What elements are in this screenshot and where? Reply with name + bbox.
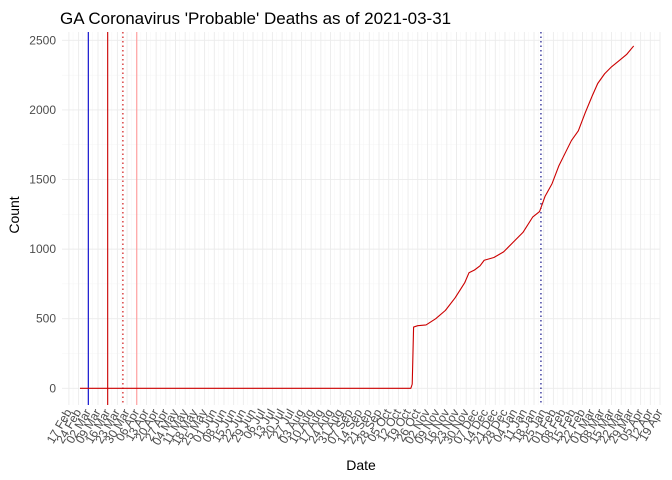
y-tick-label: 2000	[29, 103, 56, 117]
y-tick-label: 2500	[29, 33, 56, 47]
y-tick-label: 1000	[29, 242, 56, 256]
y-axis-ticks: 0 500 1000 1500 2000 2500	[29, 33, 56, 395]
series-layer	[80, 45, 635, 389]
y-tick-label: 1500	[29, 173, 56, 187]
x-axis-label: Date	[346, 457, 376, 473]
grid	[62, 32, 661, 405]
series-line	[80, 45, 635, 389]
y-tick-label: 0	[49, 381, 56, 395]
reference-lines	[87, 32, 542, 405]
chart-title: GA Coronavirus 'Probable' Deaths as of 2…	[60, 9, 451, 28]
y-tick-label: 500	[36, 312, 56, 326]
y-axis-label: Count	[6, 196, 22, 233]
